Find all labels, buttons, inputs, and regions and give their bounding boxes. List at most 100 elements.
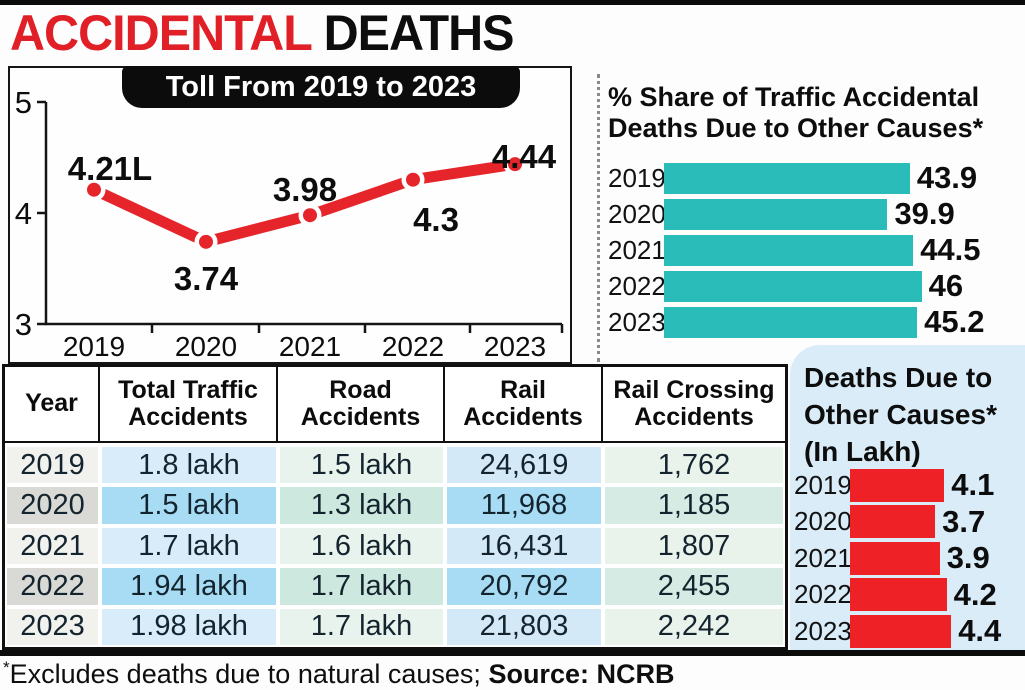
value-label: 3.7	[942, 503, 986, 539]
table-data-cell: 1.3 lakh	[280, 487, 443, 524]
table-data-cell: 1.5 lakh	[280, 447, 443, 484]
category-label: 2022	[608, 270, 666, 301]
category-label: 2019	[608, 162, 666, 193]
point-value-label: 4.21L	[68, 150, 152, 187]
table-header-cell: Rail Crossing Accidents	[603, 367, 785, 443]
bar	[850, 614, 952, 648]
dotted-divider	[597, 74, 600, 362]
red-bar-chart: 2019 4.1 2020 3.7 2021 3.9 2022 4.2 2023 4.4	[794, 467, 1022, 650]
teal-chart-row: 2021 44.5	[608, 232, 1020, 268]
red-chart-title-line1: Deaths Due to	[804, 362, 993, 393]
table-data-cell: 11,968	[447, 487, 601, 524]
footnote-asterisk: *	[3, 658, 10, 677]
teal-bar-chart: 2019 43.9 2020 39.9 2021 44.5 2022 46 2023 45.2	[608, 160, 1020, 340]
table-data-cell: 1.94 lakh	[102, 568, 276, 605]
table-header-cell: Road Accidents	[278, 367, 445, 443]
table-data-cell: 1.6 lakh	[280, 527, 443, 565]
page-title: ACCIDENTAL DEATHS	[10, 4, 990, 62]
bar	[850, 578, 947, 612]
top-divider-rule	[0, 0, 1025, 5]
category-label: 2021	[794, 542, 852, 573]
line-chart: 5 4 3 4.21L 3.74 3.98 4.3 4.44 2019 2020 2021 2022 2…	[15, 85, 564, 362]
value-label: 46	[928, 268, 964, 303]
table-data-cell: 24,619	[447, 447, 601, 484]
table-data-cell: 1,185	[605, 487, 783, 524]
footnote: *Excludes deaths due to natural causes; …	[3, 658, 674, 690]
accidents-table: Year Total Traffic Accidents Road Accident…	[2, 364, 788, 650]
value-label: 39.9	[894, 196, 955, 231]
line-chart-panel: 5 4 3 4.21L 3.74 3.98 4.3 4.44 2019 2020 2021 2022 2…	[8, 66, 572, 364]
category-label: 2020	[608, 198, 666, 229]
source-credit: Source: NCRB	[488, 659, 675, 689]
value-label: 4.2	[953, 576, 997, 612]
table-data-cell: 1.7 lakh	[102, 527, 276, 565]
data-point	[508, 157, 522, 172]
x-axis-label: 2023	[484, 331, 546, 362]
teal-chart-row: 2019 43.9	[608, 160, 1020, 196]
data-point	[303, 208, 317, 223]
table-row: 2021 1.7 lakh 1.6 lakh 16,431 1,807	[5, 526, 785, 566]
table-data-cell: 1.7 lakh	[280, 608, 443, 646]
table-row: 2020 1.5 lakh 1.3 lakh 11,968 1,185	[5, 485, 785, 525]
bar	[850, 541, 940, 575]
footnote-text: Excludes deaths due to natural causes;	[9, 659, 489, 689]
bottom-divider-rule	[0, 650, 1025, 656]
category-label: 2021	[608, 234, 666, 265]
red-chart-row: 2023 4.4	[794, 613, 1022, 650]
value-label: 4.4	[958, 613, 1002, 649]
category-label: 2023	[608, 306, 666, 337]
bar	[850, 505, 936, 539]
table-header-cell: Rail Accidents	[445, 367, 603, 443]
line-chart-title-pill: Toll From 2019 to 2023	[122, 66, 520, 108]
table-year-cell: 2021	[7, 527, 98, 565]
table-data-cell: 1,762	[605, 447, 783, 484]
category-label: 2022	[794, 579, 852, 610]
x-axis-label: 2021	[279, 331, 341, 362]
category-label: 2020	[794, 506, 852, 537]
teal-chart-row: 2023 45.2	[608, 304, 1020, 340]
y-tick-label: 3	[15, 307, 32, 342]
value-label: 3.9	[946, 540, 990, 576]
bar	[664, 270, 922, 302]
table-year-cell: 2020	[7, 487, 98, 524]
table-row: 2019 1.8 lakh 1.5 lakh 24,619 1,762	[5, 445, 785, 485]
table-body: 2019 1.8 lakh 1.5 lakh 24,619 1,762 2020 1.5 l…	[5, 443, 785, 647]
table-data-cell: 1.7 lakh	[280, 568, 443, 605]
bar	[664, 198, 888, 230]
table-data-cell: 1.8 lakh	[102, 447, 276, 484]
table-header-row: Year Total Traffic Accidents Road Accident…	[5, 367, 785, 443]
red-chart-row: 2022 4.2	[794, 577, 1022, 614]
table-data-cell: 16,431	[447, 527, 601, 565]
point-value-label: 4.3	[413, 201, 459, 238]
red-chart-row: 2021 3.9	[794, 540, 1022, 577]
y-tick-label: 5	[15, 85, 32, 120]
table-data-cell: 20,792	[447, 568, 601, 605]
table-year-cell: 2023	[7, 608, 98, 646]
category-label: 2023	[794, 615, 852, 646]
red-chart-title: Deaths Due to Other Causes* (In Lakh)	[804, 359, 1014, 470]
point-value-label: 4.44	[492, 138, 557, 175]
teal-chart-row: 2020 39.9	[608, 196, 1020, 232]
point-value-label: 3.98	[273, 171, 337, 208]
table-header-cell: Total Traffic Accidents	[100, 367, 278, 443]
category-label: 2019	[794, 469, 852, 500]
red-chart-title-line3: (In Lakh)	[804, 436, 921, 467]
table-header-cell: Year	[5, 367, 100, 443]
table-data-cell: 2,455	[605, 568, 783, 605]
table-data-cell: 1.5 lakh	[102, 487, 276, 524]
page-title-rest: DEATHS	[323, 5, 515, 61]
deaths-other-causes-panel: Deaths Due to Other Causes* (In Lakh) 20…	[790, 345, 1025, 650]
table-data-cell: 21,803	[447, 608, 601, 646]
data-point	[199, 234, 213, 249]
y-tick-label: 4	[15, 196, 32, 231]
red-chart-row: 2019 4.1	[794, 467, 1022, 504]
bar	[664, 162, 910, 194]
bar	[664, 306, 918, 338]
value-label: 4.1	[951, 467, 995, 503]
table-row: 2022 1.94 lakh 1.7 lakh 20,792 2,455	[5, 566, 785, 606]
value-label: 44.5	[920, 232, 981, 267]
table-row: 2023 1.98 lakh 1.7 lakh 21,803 2,242	[5, 607, 785, 647]
x-axis-label: 2020	[175, 331, 237, 362]
point-value-label: 3.74	[174, 260, 239, 297]
